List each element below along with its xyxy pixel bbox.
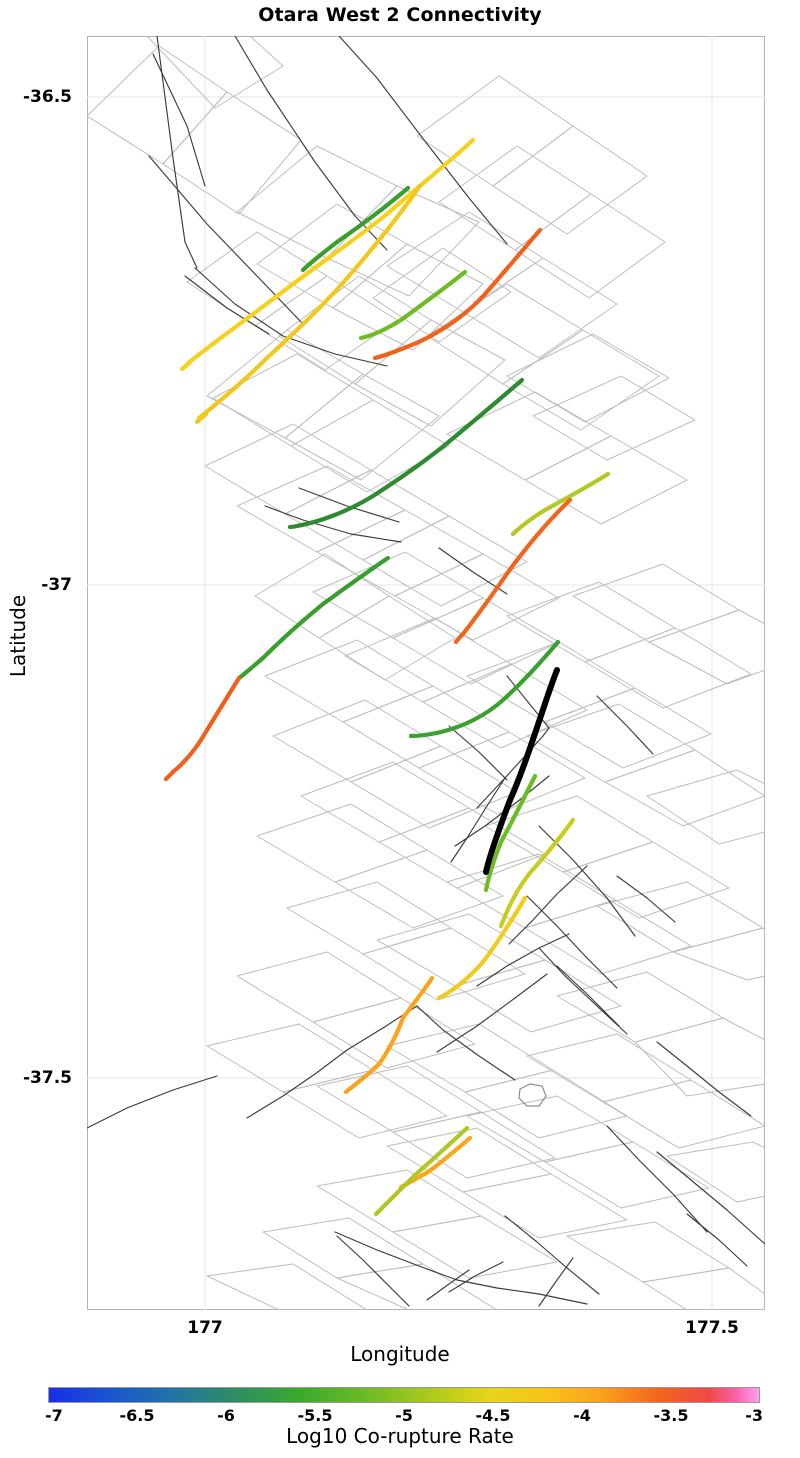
y-tick-label: -36.5 — [23, 87, 72, 107]
fault-trace-f7 — [510, 471, 611, 537]
colorbar — [48, 1387, 760, 1403]
fault-trace-f11 — [408, 639, 561, 739]
colorbar-tick-label: -5 — [395, 1406, 413, 1425]
colorbar-gradient — [48, 1387, 760, 1403]
fault-trace-f6 — [287, 377, 525, 530]
colorbar-tick-label: -4.5 — [475, 1406, 511, 1425]
colorbar-tick-label: -6.5 — [119, 1406, 155, 1425]
x-tick-label: 177 — [187, 1318, 223, 1338]
y-tick-label: -37 — [41, 575, 72, 595]
colorbar-tick-label: -5.5 — [297, 1406, 333, 1425]
map-plot — [87, 36, 765, 1310]
source-fault-trace — [483, 667, 560, 875]
colorbar-tick-label: -6 — [217, 1406, 235, 1425]
colorbar-tick-label: -4 — [573, 1406, 591, 1425]
fault-trace-f3 — [372, 227, 543, 361]
chart-title: Otara West 2 Connectivity — [258, 4, 542, 26]
fault-trace-f9 — [236, 555, 391, 681]
fault-trace-f14 — [436, 895, 528, 1001]
coastline-traces-dark — [87, 36, 765, 1307]
fault-trace-f4 — [358, 269, 468, 341]
fault-trace-f17 — [373, 1125, 470, 1217]
grid-lines — [87, 36, 765, 1310]
plot-frame — [87, 36, 765, 1310]
fault-trace-f10 — [163, 675, 242, 782]
x-tick-label: 177.5 — [685, 1318, 739, 1338]
colorbar-tick-label: -7 — [45, 1406, 63, 1425]
connectivity-fault-traces — [163, 137, 611, 1217]
fault-section-polygons-light — [87, 36, 765, 1310]
fault-trace-f2 — [300, 185, 411, 273]
y-axis-label: Latitude — [6, 594, 30, 678]
island-polygon — [518, 1083, 547, 1107]
fault-trace-f8 — [453, 497, 573, 645]
colorbar-tick-label: -3.5 — [653, 1406, 689, 1425]
fault-trace-f12 — [483, 773, 538, 893]
colorbar-tick-label: -3 — [745, 1406, 763, 1425]
fault-trace-f5 — [194, 183, 423, 425]
y-tick-label: -37.5 — [23, 1068, 72, 1088]
x-axis-label: Longitude — [350, 1342, 450, 1366]
fault-trace-f13 — [498, 817, 576, 929]
colorbar-label: Log10 Co-rupture Rate — [286, 1424, 514, 1448]
fault-trace-f15 — [343, 975, 435, 1095]
